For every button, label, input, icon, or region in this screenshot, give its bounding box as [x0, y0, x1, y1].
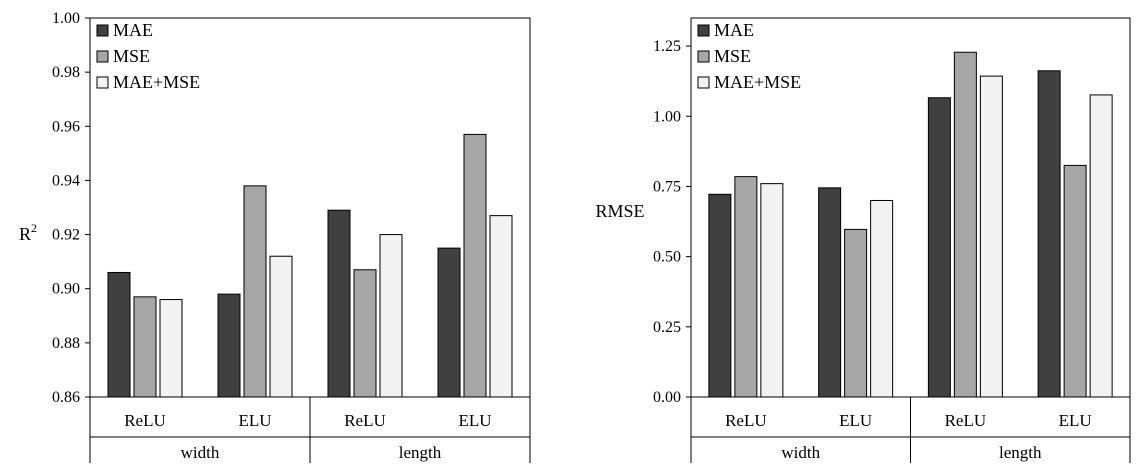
y-tick-label: 0.50 — [653, 249, 681, 266]
bar-mae-4 — [1037, 70, 1061, 398]
category-label: ELU — [1059, 411, 1092, 430]
y-tick-label: 1.00 — [653, 108, 681, 125]
legend: MAE MSE MAE+MSE — [96, 20, 200, 92]
category-label: ReLU — [945, 411, 987, 430]
bar-mae-mse-1 — [760, 183, 784, 398]
y-tick-label: 0.96 — [52, 118, 80, 135]
bar-mae-mse-3 — [979, 75, 1003, 398]
bar-mse-1 — [133, 296, 157, 398]
bar-mse-4 — [1063, 164, 1087, 398]
legend-swatch — [96, 24, 109, 37]
group-label: length — [399, 443, 442, 462]
category-label: ELU — [839, 411, 872, 430]
category-label: ReLU — [124, 411, 166, 430]
bar-mae-mse-3 — [379, 234, 403, 398]
y-tick-label: 1.25 — [653, 38, 681, 55]
bar-mae-mse-4 — [1089, 94, 1113, 398]
legend-label: MSE — [714, 46, 751, 66]
category-label: ReLU — [344, 411, 386, 430]
bar-mae-2 — [217, 293, 241, 398]
y-tick-label: 0.98 — [52, 64, 80, 81]
legend-label: MAE+MSE — [113, 72, 200, 92]
legend-label: MAE+MSE — [714, 72, 801, 92]
bar-mse-2 — [844, 228, 868, 398]
y-tick-label: 0.75 — [653, 178, 681, 195]
legend-swatch — [697, 24, 710, 37]
bar-mae-1 — [107, 271, 131, 398]
bar-mse-1 — [734, 176, 758, 398]
y-tick-label: 0.25 — [653, 319, 681, 336]
category-label: ELU — [458, 411, 491, 430]
group-label: width — [781, 443, 820, 462]
legend: MAE MSE MAE+MSE — [697, 20, 801, 92]
bar-mae-3 — [327, 209, 351, 398]
y-tick-label: 0.94 — [52, 172, 80, 189]
y-tick-label: 0.90 — [52, 281, 80, 298]
y-tick-label: 0.88 — [52, 335, 80, 352]
group-label: width — [181, 443, 220, 462]
bar-mae-3 — [927, 97, 951, 398]
bar-mae-mse-2 — [269, 255, 293, 398]
y-tick-label: 0.86 — [52, 389, 80, 406]
bar-mae-1 — [708, 193, 732, 398]
bar-mae-2 — [818, 187, 842, 398]
y-tick-label: 0.92 — [52, 227, 80, 244]
y-tick-label: 1.00 — [52, 10, 80, 27]
bar-mse-3 — [353, 269, 377, 398]
group-label: length — [999, 443, 1042, 462]
bar-mse-2 — [243, 185, 267, 398]
category-label: ELU — [238, 411, 271, 430]
legend-label: MSE — [113, 46, 150, 66]
bar-mse-4 — [463, 133, 487, 398]
y-axis-label-superscript: 2 — [31, 221, 37, 235]
legend-swatch — [697, 50, 710, 63]
y-axis-label: RMSE — [595, 201, 644, 221]
legend-swatch — [96, 50, 109, 63]
chart-2: 0.00 0.25 0.50 0.75 1.00 1.25 RMSE width length R… — [595, 17, 1131, 463]
bar-mae-4 — [437, 247, 461, 398]
bar-mae-mse-4 — [489, 215, 513, 398]
y-tick-label: 0.00 — [653, 389, 681, 406]
y-axis-label: R2 — [19, 221, 37, 244]
bar-mse-3 — [953, 51, 977, 398]
legend-label: MAE — [714, 20, 754, 40]
chart-1: 0.86 0.88 0.90 0.92 0.94 0.96 0.98 1.00 R2 width l… — [19, 10, 531, 463]
bar-mae-mse-1 — [159, 299, 183, 398]
bar-mae-mse-2 — [870, 199, 894, 398]
legend-swatch — [96, 76, 109, 89]
legend-swatch — [697, 76, 710, 89]
legend-label: MAE — [113, 20, 153, 40]
category-label: ReLU — [725, 411, 767, 430]
